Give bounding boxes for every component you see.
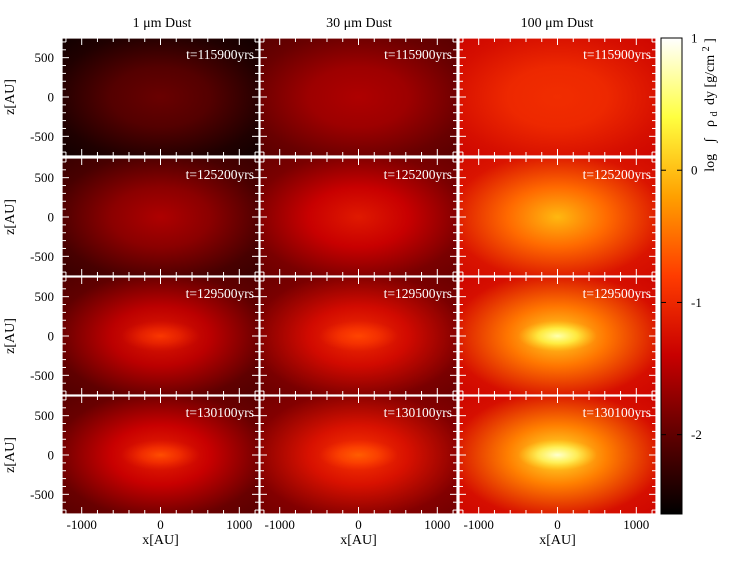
column-title-2: 30 μm Dust — [326, 16, 392, 31]
panel-ticks — [260, 38, 457, 156]
time-label: t=129500yrs — [384, 286, 452, 301]
x-tick-label: -1000 — [67, 517, 97, 532]
density-core — [121, 439, 200, 471]
panel-ticks — [459, 396, 656, 514]
colorbar-label-unit: dy [g/cm — [703, 55, 718, 105]
colorbar-tick-label: 1 — [691, 31, 698, 46]
y-tick-label: 500 — [35, 289, 55, 304]
panel-ticks — [62, 38, 259, 156]
heatmap-panel: t=125200yrs — [259, 157, 458, 277]
time-label: t=115900yrs — [186, 47, 254, 62]
time-label: t=129500yrs — [186, 286, 254, 301]
colorbar-tick-label: -1 — [691, 295, 702, 310]
y-axis-label: z[AU] — [3, 79, 18, 115]
time-label: t=130100yrs — [186, 405, 254, 420]
column-title-3: 100 μm Dust — [521, 16, 594, 31]
density-core — [121, 320, 200, 352]
heatmap-panel: t=115900yrs — [458, 37, 657, 157]
heatmap-panel: t=125200yrs — [458, 157, 657, 277]
x-tick-label: 0 — [157, 517, 164, 532]
x-tick-label: 0 — [355, 517, 362, 532]
colorbar-label: log ∫ ρ d dy [g/cm 2 ] — [698, 38, 721, 172]
y-tick-label: 0 — [48, 448, 55, 463]
y-tick-label: 0 — [48, 90, 55, 105]
y-axis-label: z[AU] — [3, 437, 18, 473]
y-axis-label: z[AU] — [3, 199, 18, 235]
panel-ticks — [260, 158, 457, 276]
x-tick-label: 0 — [554, 517, 561, 532]
colorbar-label-sup: 2 — [701, 46, 712, 51]
colorbar-tick-label: 0 — [691, 163, 698, 178]
heatmap-panel: t=130100yrs — [458, 395, 657, 515]
y-tick-label: -500 — [30, 368, 54, 383]
colorbar-label-integral: ∫ — [703, 137, 718, 143]
time-label: t=125200yrs — [384, 167, 452, 182]
heatmap-panel: t=115900yrs — [259, 37, 458, 157]
panel-ticks — [459, 277, 656, 395]
y-tick-label: -500 — [30, 249, 54, 264]
heatmap-panel: t=125200yrs — [61, 157, 260, 277]
colorbar-label-close: ] — [703, 38, 718, 43]
colorbar-label-sub: d — [709, 112, 720, 117]
x-tick-label: 1000 — [623, 517, 649, 532]
colorbar-gradient — [660, 37, 683, 515]
y-tick-label: 500 — [35, 408, 55, 423]
density-core — [518, 320, 597, 352]
time-label: t=125200yrs — [186, 167, 254, 182]
panel-ticks — [260, 396, 457, 514]
colorbar-label-rho: ρ — [703, 120, 718, 127]
x-axis-label: x[AU] — [340, 533, 377, 548]
density-core — [518, 439, 597, 471]
time-label: t=125200yrs — [583, 167, 651, 182]
time-label: t=130100yrs — [384, 405, 452, 420]
y-tick-label: 500 — [35, 50, 55, 65]
x-tick-label: -1000 — [464, 517, 494, 532]
svg-text:log ∫ ρ d: log ∫ ρ d dy [g/cm 2 ] — [698, 38, 721, 172]
colorbar-label-log: log — [703, 154, 718, 172]
panel-ticks — [62, 158, 259, 276]
heatmap-panel: t=130100yrs — [61, 395, 260, 515]
x-tick-label: -1000 — [265, 517, 295, 532]
y-tick-label: 0 — [48, 210, 55, 225]
x-axis-label: x[AU] — [142, 533, 179, 548]
panel-ticks — [62, 396, 259, 514]
column-title-1: 1 μm Dust — [133, 16, 192, 31]
x-tick-label: 1000 — [226, 517, 252, 532]
time-label: t=130100yrs — [583, 405, 651, 420]
density-core — [319, 439, 398, 471]
y-tick-label: -500 — [30, 487, 54, 502]
y-tick-label: 500 — [35, 170, 55, 185]
density-core — [319, 320, 398, 352]
heatmap-panel: t=115900yrs — [61, 37, 260, 157]
panel-ticks — [260, 277, 457, 395]
colorbar-tick-label: -2 — [691, 427, 702, 442]
y-tick-label: 0 — [48, 329, 55, 344]
heatmap-panel: t=129500yrs — [458, 276, 657, 396]
panel-ticks — [459, 38, 656, 156]
time-label: t=115900yrs — [384, 47, 452, 62]
heatmap-panel: t=129500yrs — [61, 276, 260, 396]
y-axis-label: z[AU] — [3, 318, 18, 354]
time-label: t=115900yrs — [583, 47, 651, 62]
time-label: t=129500yrs — [583, 286, 651, 301]
x-axis-label: x[AU] — [539, 533, 576, 548]
panel-ticks — [62, 277, 259, 395]
heatmap-grid: t=115900yrs t=115900yrs t=115900yrs t=12520… — [61, 37, 657, 515]
heatmap-panel: t=130100yrs — [259, 395, 458, 515]
heatmap-panel: t=129500yrs — [259, 276, 458, 396]
panel-ticks — [459, 158, 656, 276]
y-tick-label: -500 — [30, 129, 54, 144]
x-tick-label: 1000 — [424, 517, 450, 532]
colorbar: 1 0 -1 -2 — [660, 31, 702, 515]
